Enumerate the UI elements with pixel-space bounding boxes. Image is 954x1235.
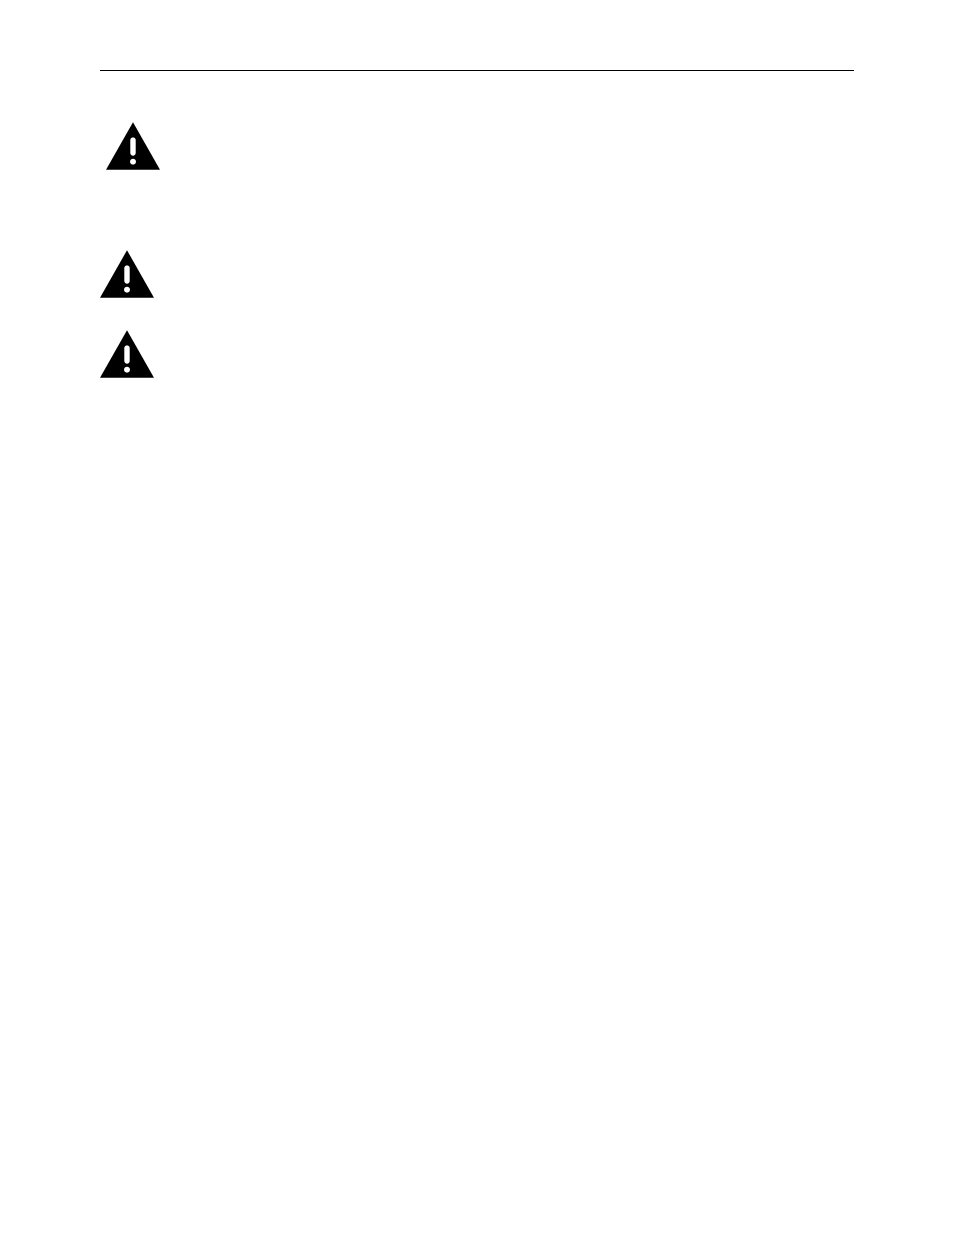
document-page	[0, 0, 954, 1235]
warning-icon	[106, 122, 160, 170]
warning-icon	[100, 330, 154, 378]
horizontal-divider	[100, 70, 854, 71]
warning-icon	[100, 250, 154, 298]
